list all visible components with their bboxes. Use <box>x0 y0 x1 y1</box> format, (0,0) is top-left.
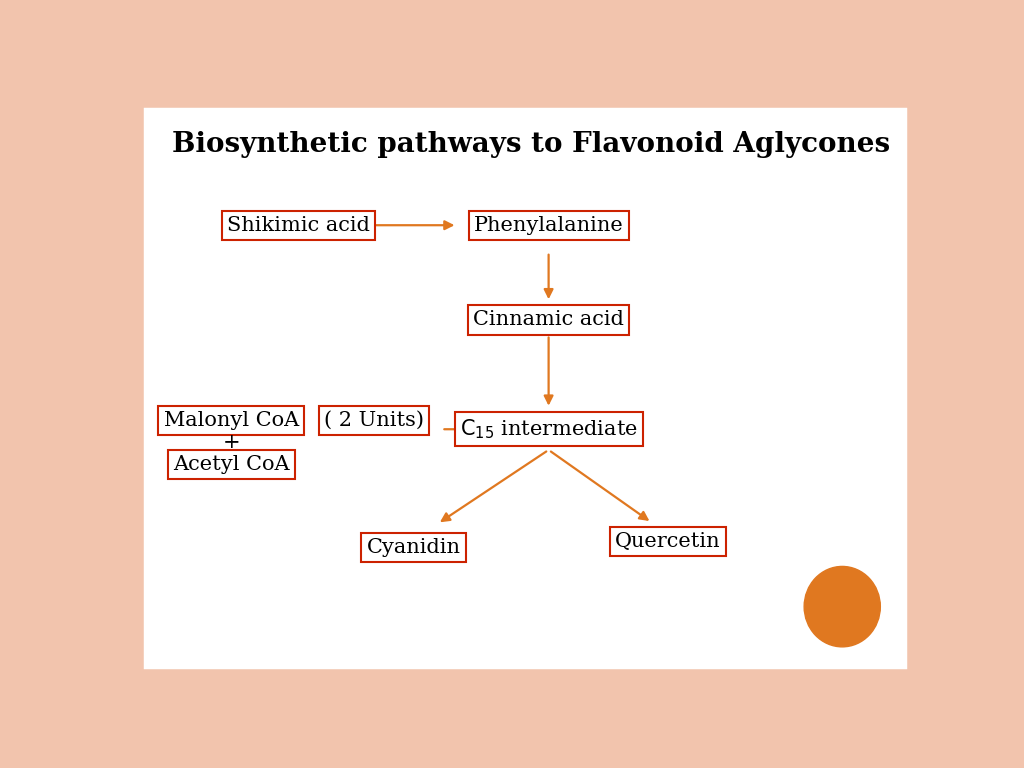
FancyBboxPatch shape <box>128 92 922 684</box>
Text: Acetyl CoA: Acetyl CoA <box>173 455 290 474</box>
Text: Cinnamic acid: Cinnamic acid <box>473 310 624 329</box>
Ellipse shape <box>804 567 881 647</box>
Text: Quercetin: Quercetin <box>614 532 721 551</box>
Text: $\mathrm{C}_{15}$ intermediate: $\mathrm{C}_{15}$ intermediate <box>460 418 638 441</box>
Text: Cyanidin: Cyanidin <box>367 538 461 557</box>
Text: Phenylalanine: Phenylalanine <box>474 216 624 235</box>
Text: Malonyl CoA: Malonyl CoA <box>164 411 299 430</box>
Text: +: + <box>222 432 240 452</box>
Text: Biosynthetic pathways to Flavonoid Aglycones: Biosynthetic pathways to Flavonoid Aglyc… <box>172 131 890 157</box>
Text: ( 2 Units): ( 2 Units) <box>324 411 424 430</box>
Text: Shikimic acid: Shikimic acid <box>227 216 370 235</box>
